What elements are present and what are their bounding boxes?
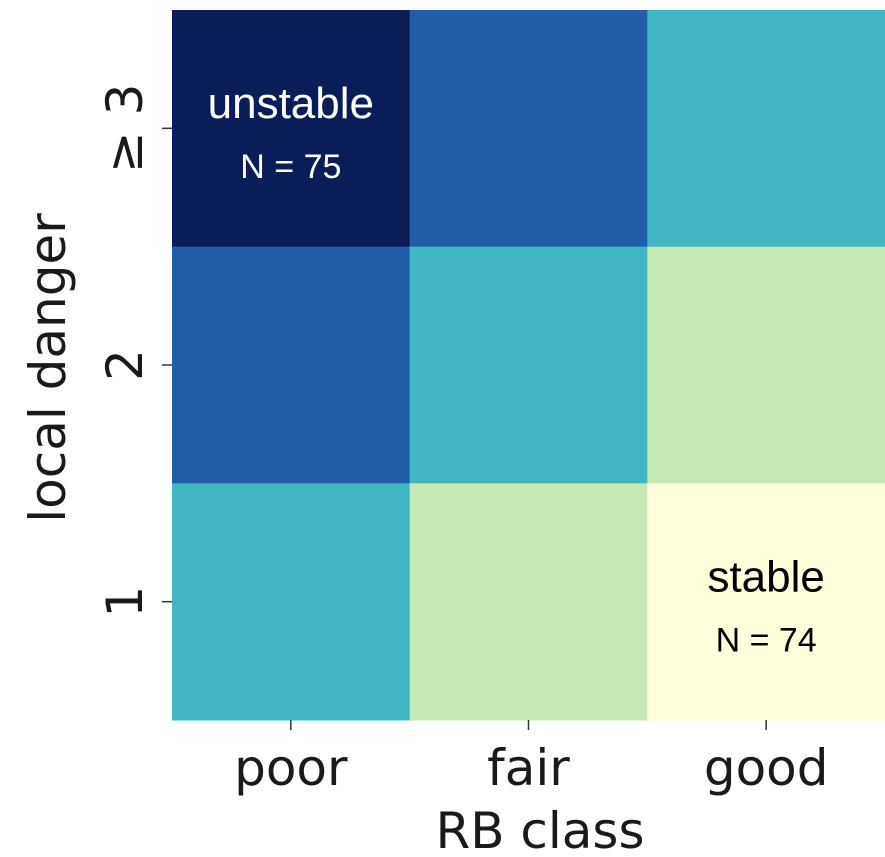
- x-tick-label: fair: [487, 739, 570, 797]
- x-axis: poor fair good: [234, 720, 829, 797]
- y-tick-label: ≥ 3: [96, 84, 154, 174]
- annotation-count: N = 75: [240, 148, 341, 186]
- heatmap-cells: [172, 10, 885, 721]
- heatmap-cell-3-good: [647, 10, 885, 248]
- heatmap-cell-2-fair: [409, 246, 648, 484]
- annotation-label: stable: [707, 552, 824, 601]
- heatmap-cell-2-good: [647, 246, 885, 484]
- heatmap-cell-1-poor: [172, 483, 411, 721]
- cell-annotations: unstable N = 75 stable N = 74: [208, 79, 825, 659]
- heatmap-cell-1-good: [647, 483, 885, 721]
- y-axis-label: local danger: [19, 213, 77, 523]
- annotation-count: N = 74: [716, 621, 817, 659]
- x-tick-label: poor: [234, 739, 348, 797]
- heatmap-cell-1-fair: [409, 483, 648, 721]
- heatmap-cell-3-fair: [409, 10, 648, 248]
- x-axis-label: RB class: [435, 802, 644, 857]
- heatmap-cell-2-poor: [172, 246, 411, 484]
- y-axis: ≥ 3 2 1: [96, 84, 172, 618]
- y-tick-label: 1: [96, 586, 154, 618]
- annotation-label: unstable: [208, 79, 374, 128]
- y-tick-label: 2: [96, 349, 154, 381]
- x-tick-label: good: [704, 739, 829, 797]
- heatmap-cell-3-poor: [172, 10, 411, 248]
